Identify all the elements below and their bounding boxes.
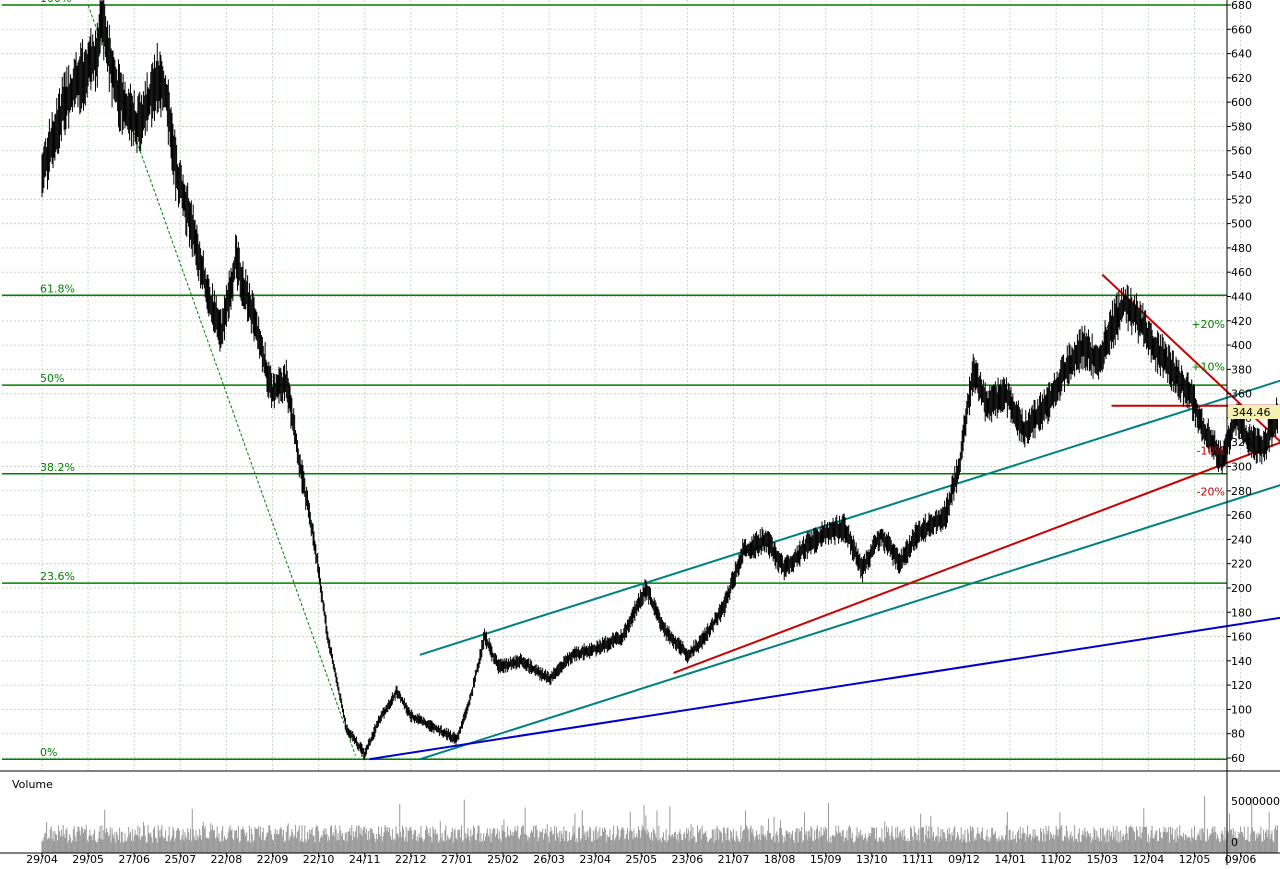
price-tick-label: 200 xyxy=(1231,582,1252,595)
x-tick-label: 11/02 xyxy=(1040,853,1072,865)
price-tick-label: 100 xyxy=(1231,703,1252,716)
percent-band-label: +20% xyxy=(1191,318,1225,331)
price-tick-label: 120 xyxy=(1231,679,1252,692)
x-tick-label: 23/04 xyxy=(579,853,611,865)
price-tick-label: 660 xyxy=(1231,23,1252,36)
x-tick-label: 15/03 xyxy=(1086,853,1118,865)
price-tick-label: 360 xyxy=(1231,388,1252,401)
fibonacci-label: 61.8% xyxy=(40,282,75,295)
trend-line xyxy=(369,616,1280,761)
price-tick-label: 400 xyxy=(1231,339,1252,352)
trend-lines xyxy=(87,4,1280,761)
price-tick-label: 440 xyxy=(1231,290,1252,303)
price-tick-label: 520 xyxy=(1231,193,1252,206)
price-tick-label: 160 xyxy=(1231,631,1252,644)
fibonacci-label: 50% xyxy=(40,372,64,385)
x-tick-label: 12/04 xyxy=(1133,853,1165,865)
x-tick-label: 12/05 xyxy=(1179,853,1211,865)
x-tick-label: 29/04 xyxy=(26,853,58,865)
labels: 60 80 100 120 140 160 180 200 220 240 260 280 300 320… xyxy=(26,0,1280,866)
x-tick-label: 27/01 xyxy=(441,853,473,865)
price-tick-label: 140 xyxy=(1231,655,1252,668)
price-tick-label: 380 xyxy=(1231,363,1252,376)
x-tick-label: 22/10 xyxy=(303,853,335,865)
price-tick-label: 580 xyxy=(1231,120,1252,133)
trend-line xyxy=(419,484,1280,761)
x-tick-label: 11/11 xyxy=(902,853,934,865)
price-tick-label: 280 xyxy=(1231,485,1252,498)
fibonacci-label: 38.2% xyxy=(40,461,75,474)
x-tick-label: 27/06 xyxy=(118,853,150,865)
price-tick-label: 420 xyxy=(1231,315,1252,328)
trend-line xyxy=(419,379,1280,656)
last-price-tag: 344.46 xyxy=(1228,405,1280,419)
price-series xyxy=(41,0,1278,760)
x-tick-label: 13/10 xyxy=(856,853,888,865)
price-tick-label: 240 xyxy=(1231,533,1252,546)
price-tick-label: 640 xyxy=(1231,48,1252,61)
x-tick-label: 26/03 xyxy=(533,853,565,865)
volume-tick-label: 0 xyxy=(1231,836,1238,849)
percent-band-label: -10% xyxy=(1197,444,1225,457)
price-tick-label: 500 xyxy=(1231,218,1252,231)
percent-band-label: -20% xyxy=(1197,486,1225,499)
price-tick-label: 480 xyxy=(1231,242,1252,255)
x-tick-label: 29/05 xyxy=(72,853,104,865)
price-tick-label: 320 xyxy=(1231,436,1252,449)
x-tick-label: 22/12 xyxy=(395,853,427,865)
x-tick-label: 25/05 xyxy=(625,853,657,865)
x-tick-label: 25/02 xyxy=(487,853,519,865)
price-tick-label: 620 xyxy=(1231,72,1252,85)
trend-line xyxy=(673,441,1280,674)
price-tick-label: 260 xyxy=(1231,509,1252,522)
last-price-label: 344.46 xyxy=(1232,406,1271,419)
price-tick-label: 220 xyxy=(1231,558,1252,571)
percent-band-label: +10% xyxy=(1191,361,1225,374)
x-tick-label: 23/06 xyxy=(672,853,704,865)
volume-tick-label: 5000000 xyxy=(1231,795,1280,808)
x-tick-label: 09/12 xyxy=(948,853,980,865)
price-tick-label: 540 xyxy=(1231,169,1252,182)
x-tick-label: 18/08 xyxy=(764,853,796,865)
price-tick-label: 300 xyxy=(1231,461,1252,474)
x-tick-label: 24/11 xyxy=(349,853,381,865)
price-tick-label: 460 xyxy=(1231,266,1252,279)
x-tick-label: 22/09 xyxy=(257,853,289,865)
price-tick-label: 60 xyxy=(1231,752,1245,765)
price-tick-label: 680 xyxy=(1231,0,1252,12)
x-tick-label: 14/01 xyxy=(994,853,1026,865)
volume-bars xyxy=(41,795,1278,853)
price-tick-label: 80 xyxy=(1231,728,1245,741)
x-tick-label: 15/09 xyxy=(810,853,842,865)
fibonacci-label: 100% xyxy=(40,0,71,5)
price-tick-label: 180 xyxy=(1231,606,1252,619)
x-tick-label: 22/08 xyxy=(211,853,243,865)
price-tick-label: 600 xyxy=(1231,96,1252,109)
volume-panel-label: Volume xyxy=(12,778,53,791)
x-tick-label: 09/06 xyxy=(1225,853,1257,865)
x-tick-label: 21/07 xyxy=(718,853,750,865)
x-tick-label: 25/07 xyxy=(164,853,196,865)
fibonacci-label: 0% xyxy=(40,746,57,759)
price-tick-label: 560 xyxy=(1231,145,1252,158)
fibonacci-label: 23.6% xyxy=(40,570,75,583)
